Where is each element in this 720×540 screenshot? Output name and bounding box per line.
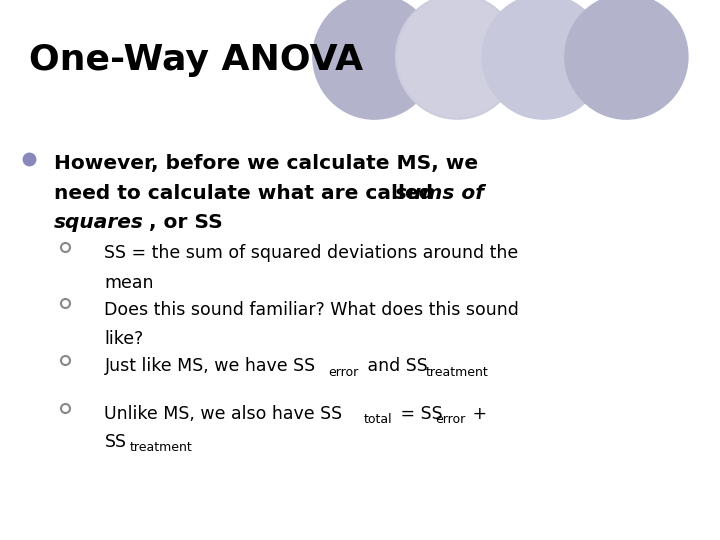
Text: mean: mean bbox=[104, 274, 154, 292]
Text: SS: SS bbox=[104, 433, 127, 451]
Text: Just like MS, we have SS: Just like MS, we have SS bbox=[104, 357, 315, 375]
Text: total: total bbox=[364, 413, 392, 426]
Text: treatment: treatment bbox=[130, 441, 192, 454]
Text: Does this sound familiar? What does this sound: Does this sound familiar? What does this… bbox=[104, 301, 519, 319]
Text: need to calculate what are called: need to calculate what are called bbox=[54, 184, 440, 202]
Ellipse shape bbox=[482, 0, 605, 119]
Text: squares: squares bbox=[54, 213, 144, 232]
Ellipse shape bbox=[565, 0, 688, 119]
Text: However, before we calculate MS, we: However, before we calculate MS, we bbox=[54, 154, 478, 173]
Text: Unlike MS, we also have SS: Unlike MS, we also have SS bbox=[104, 405, 343, 423]
Ellipse shape bbox=[313, 0, 436, 119]
Text: One-Way ANOVA: One-Way ANOVA bbox=[29, 43, 363, 77]
Text: like?: like? bbox=[104, 330, 144, 348]
Text: and SS: and SS bbox=[362, 357, 428, 375]
Text: +: + bbox=[467, 405, 487, 423]
Ellipse shape bbox=[396, 0, 518, 119]
Text: error: error bbox=[435, 413, 465, 426]
Text: sums of: sums of bbox=[395, 184, 484, 202]
Text: SS = the sum of squared deviations around the: SS = the sum of squared deviations aroun… bbox=[104, 244, 518, 262]
Text: = SS: = SS bbox=[395, 405, 442, 423]
Text: treatment: treatment bbox=[426, 366, 488, 379]
Text: , or SS: , or SS bbox=[149, 213, 222, 232]
Text: error: error bbox=[328, 366, 359, 379]
